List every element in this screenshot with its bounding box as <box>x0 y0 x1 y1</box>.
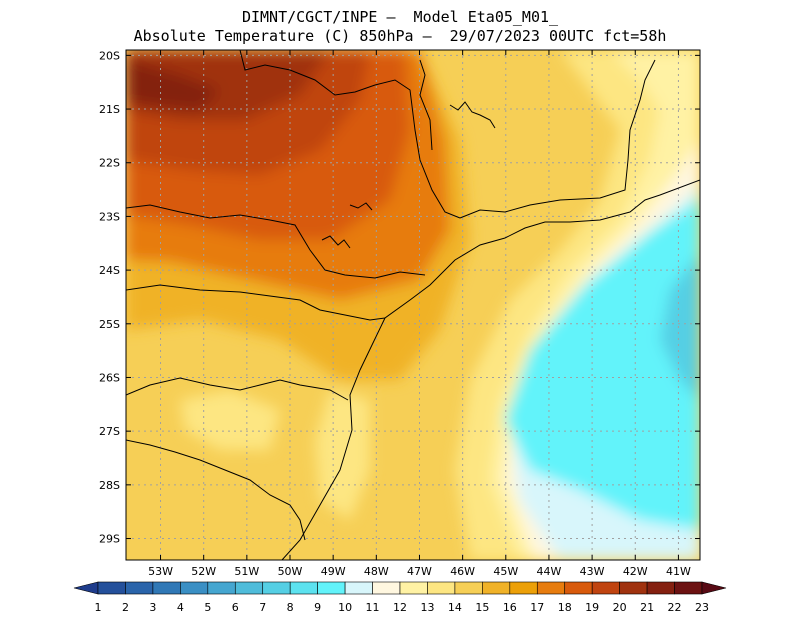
colorbar-label: 8 <box>287 601 294 614</box>
colorbar-label: 5 <box>204 601 211 614</box>
colorbar-label: 15 <box>475 601 489 614</box>
colorbar-swatch <box>591 581 620 595</box>
lat-tick-label: 24S <box>99 264 120 277</box>
lon-tick-label: 49W <box>321 565 346 578</box>
lon-tick-label: 46W <box>450 565 475 578</box>
lon-tick-label: 41W <box>666 565 691 578</box>
colorbar-label: 21 <box>640 601 654 614</box>
colorbar-swatch <box>207 581 236 595</box>
map-title-line-1: DIMNT/CGCT/INPE – Model Eta05_M01_ <box>241 8 559 26</box>
colorbar-low-arrow <box>73 581 99 595</box>
colorbar-label: 14 <box>448 601 462 614</box>
colorbar-label: 9 <box>314 601 321 614</box>
lon-tick-label: 47W <box>407 565 432 578</box>
lat-tick-label: 21S <box>99 103 120 116</box>
colorbar-label: 13 <box>420 601 434 614</box>
lon-tick-label: 48W <box>364 565 389 578</box>
colorbar-label: 18 <box>558 601 572 614</box>
lat-tick-label: 22S <box>99 157 120 170</box>
colorbar-swatch <box>674 581 703 595</box>
lat-tick-label: 25S <box>99 318 120 331</box>
colorbar-label: 20 <box>613 601 627 614</box>
colorbar-swatch <box>564 581 593 595</box>
colorbar-swatch <box>646 581 675 595</box>
colorbar-label: 2 <box>122 601 129 614</box>
colorbar-label: 1 <box>95 601 102 614</box>
lat-tick-label: 23S <box>99 210 120 223</box>
latitude-axis: 20S 21S 22S 23S 24S 25S 26S 27S 28S 29S <box>99 49 700 546</box>
lat-tick-label: 26S <box>99 371 120 384</box>
colorbar-swatch <box>482 581 511 595</box>
lat-tick-label: 27S <box>99 425 120 438</box>
colorbar-swatch <box>234 581 264 595</box>
colorbar-swatch <box>509 581 538 595</box>
colorbar-swatch <box>125 581 154 595</box>
lon-tick-label: 44W <box>537 565 562 578</box>
lat-tick-label: 20S <box>99 49 120 62</box>
colorbar-swatch <box>344 581 373 595</box>
colorbar-high-arrow <box>701 581 727 595</box>
colorbar-swatch <box>180 581 209 595</box>
colorbar-label: 23 <box>695 601 709 614</box>
colorbar-swatch <box>536 581 566 595</box>
colorbar-swatch <box>262 581 291 595</box>
colorbar-label: 19 <box>585 601 599 614</box>
lat-tick-label: 29S <box>99 533 120 546</box>
colorbar-swatch <box>152 581 181 595</box>
colorbar-label: 4 <box>177 601 184 614</box>
colorbar: 1 2 3 4 5 6 7 8 9 10 11 12 13 14 15 16 17 18 19 20 21 22 23 <box>73 581 727 614</box>
colorbar-label: 3 <box>149 601 156 614</box>
colorbar-swatch <box>399 581 428 595</box>
lon-tick-label: 43W <box>580 565 605 578</box>
graticule-grid <box>126 50 700 560</box>
colorbar-label: 6 <box>232 601 239 614</box>
colorbar-label: 7 <box>259 601 266 614</box>
map-title-line-2: Absolute Temperature (C) 850hPa – 29/07/… <box>133 27 667 45</box>
colorbar-swatch <box>372 581 401 595</box>
lon-tick-label: 51W <box>234 565 259 578</box>
lat-tick-label: 28S <box>99 479 120 492</box>
lon-tick-label: 45W <box>493 565 518 578</box>
colorbar-label: 10 <box>338 601 352 614</box>
longitude-axis: 53W 52W 51W 50W 49W 48W 47W 46W 45W 44W 43W 42W 41W <box>148 50 691 578</box>
colorbar-swatch <box>97 581 126 595</box>
colorbar-swatch <box>619 581 648 595</box>
colorbar-swatch <box>427 581 456 595</box>
lon-tick-label: 42W <box>623 565 648 578</box>
colorbar-label: 17 <box>530 601 544 614</box>
temperature-field <box>126 50 700 560</box>
colorbar-label: 22 <box>668 601 682 614</box>
coastline-borders <box>126 50 700 560</box>
colorbar-label: 16 <box>503 601 517 614</box>
lon-tick-label: 52W <box>191 565 216 578</box>
colorbar-label: 11 <box>366 601 380 614</box>
colorbar-swatch <box>454 581 483 595</box>
colorbar-swatch <box>317 581 346 595</box>
map-frame <box>125 49 701 561</box>
colorbar-label: 12 <box>393 601 407 614</box>
lon-tick-label: 50W <box>278 565 303 578</box>
lon-tick-label: 53W <box>148 565 173 578</box>
colorbar-swatch <box>289 581 318 595</box>
